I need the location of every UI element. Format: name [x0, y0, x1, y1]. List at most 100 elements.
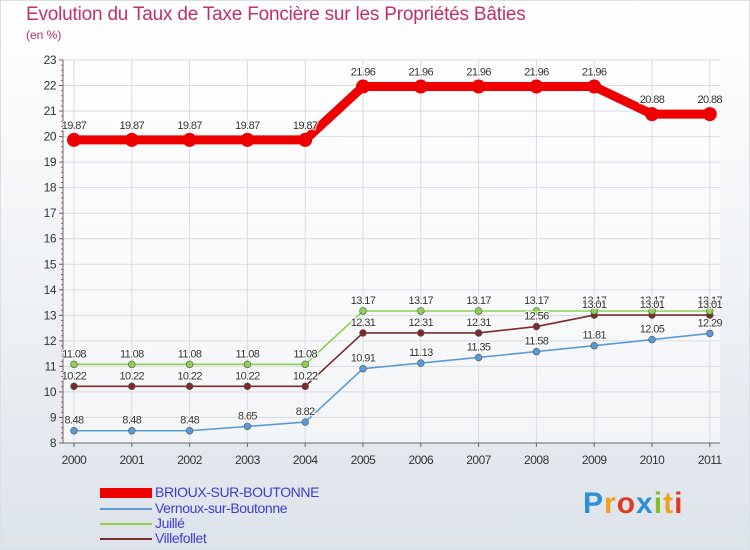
data-label: 20.88 — [698, 94, 723, 106]
x-tick-label: 2010 — [640, 453, 666, 467]
data-label: 13.17 — [640, 295, 665, 307]
data-label: 8.65 — [238, 410, 257, 422]
data-label: 10.91 — [351, 353, 376, 365]
data-label: 13.17 — [466, 295, 491, 307]
data-point — [532, 322, 541, 331]
data-point — [413, 79, 428, 94]
data-label: 19.87 — [235, 120, 260, 132]
data-label: 10.22 — [293, 370, 318, 382]
data-point — [301, 360, 309, 369]
x-tick-label: 2006 — [408, 453, 434, 467]
legend-label-villefollet: Villefollet — [155, 530, 207, 546]
y-tick-label: 8 — [50, 436, 57, 450]
y-tick-label: 15 — [44, 257, 57, 271]
data-point — [70, 382, 78, 391]
data-label: 13.17 — [351, 295, 376, 307]
data-point — [417, 329, 425, 337]
data-point — [243, 382, 252, 391]
data-label: 21.96 — [351, 67, 376, 79]
series-line-1 — [73, 332, 711, 432]
y-tick-label: 9 — [50, 410, 57, 424]
y-tick-label: 10 — [44, 385, 57, 399]
data-label: 12.29 — [698, 317, 723, 329]
y-tick-label: 22 — [44, 79, 57, 93]
series-line-3 — [73, 314, 711, 388]
data-label: 12.31 — [351, 317, 376, 329]
series-line-0 — [69, 82, 715, 145]
data-point — [128, 427, 136, 435]
plot-area — [63, 60, 720, 443]
data-label: 19.87 — [177, 120, 202, 132]
data-label: 8.82 — [296, 406, 315, 418]
data-label: 21.96 — [524, 67, 549, 79]
data-point — [590, 307, 598, 315]
y-tick-label: 19 — [44, 155, 57, 169]
data-point — [590, 342, 598, 350]
data-point — [185, 382, 194, 391]
data-point — [243, 360, 252, 369]
data-point — [67, 132, 81, 147]
data-point — [706, 329, 714, 338]
x-tick-label: 2009 — [582, 453, 608, 467]
data-label: 13.17 — [524, 295, 549, 307]
y-tick-label: 16 — [44, 232, 57, 246]
data-point — [301, 382, 309, 391]
data-label: 13.01 — [698, 299, 723, 311]
data-point — [471, 79, 486, 94]
data-label: 8.48 — [180, 415, 199, 427]
y-tick-label: 20 — [44, 130, 57, 144]
data-label: 21.96 — [466, 67, 491, 79]
data-point — [474, 329, 483, 337]
data-point — [240, 132, 255, 147]
data-label: 13.17 — [698, 295, 723, 307]
data-point — [474, 353, 483, 362]
legend-swatch-juille — [100, 523, 152, 525]
series-line-2 — [73, 310, 711, 366]
data-point — [532, 347, 541, 356]
x-tick-label: 2003 — [235, 453, 261, 467]
data-label: 11.35 — [467, 341, 491, 353]
data-point — [70, 360, 78, 369]
data-point — [359, 329, 367, 337]
data-point — [128, 382, 136, 391]
legend-label-brioux: BRIOUX-SUR-BOUTONNE — [155, 484, 320, 500]
y-tick-label: 13 — [44, 308, 57, 322]
legend-swatch-villefollet — [100, 538, 152, 540]
data-label: 12.31 — [466, 317, 491, 329]
data-label: 13.17 — [582, 295, 607, 307]
data-point — [298, 132, 313, 147]
data-label: 11.08 — [293, 348, 317, 360]
y-tick-label: 18 — [44, 181, 57, 195]
data-label: 21.96 — [409, 67, 434, 79]
data-point — [648, 335, 656, 344]
x-tick-label: 2008 — [524, 453, 550, 467]
x-tick-label: 2005 — [351, 453, 377, 467]
data-point — [185, 427, 194, 435]
data-label: 11.08 — [178, 348, 202, 360]
data-point — [702, 107, 717, 122]
x-tick-label: 2000 — [62, 453, 88, 467]
data-label: 10.22 — [235, 370, 260, 382]
data-label: 11.08 — [236, 348, 260, 360]
data-label: 21.96 — [582, 67, 607, 79]
y-tick-label: 21 — [44, 104, 57, 118]
data-point — [532, 307, 541, 315]
data-label: 8.48 — [64, 415, 83, 427]
y-tick-label: 23 — [44, 53, 57, 67]
data-point — [359, 307, 367, 315]
data-point — [417, 359, 425, 367]
data-label: 13.17 — [409, 295, 434, 307]
data-label: 19.87 — [120, 120, 145, 132]
x-tick-label: 2001 — [119, 453, 145, 467]
data-label: 20.88 — [640, 94, 665, 106]
y-tick-label: 17 — [44, 206, 57, 220]
legend-swatch-brioux — [100, 488, 152, 498]
data-label: 10.22 — [120, 370, 145, 382]
data-label: 11.08 — [62, 348, 86, 360]
data-point — [587, 79, 602, 94]
data-label: 12.05 — [640, 324, 665, 336]
y-tick-label: 12 — [44, 334, 57, 348]
data-label: 10.22 — [62, 370, 87, 382]
data-label: 13.01 — [640, 299, 665, 311]
